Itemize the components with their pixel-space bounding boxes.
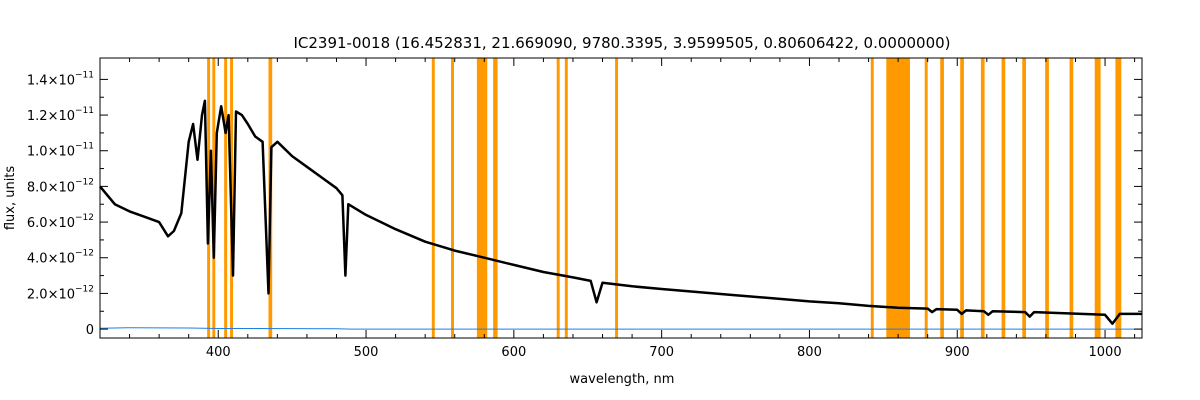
masked-region — [1094, 58, 1101, 338]
masked-region — [1115, 58, 1122, 338]
x-tick-label: 400 — [206, 345, 231, 360]
masked-region — [1045, 58, 1049, 338]
masked-region — [451, 58, 454, 338]
masked-region — [1069, 58, 1074, 338]
y-tick-label: 0 — [86, 323, 94, 338]
masked-region — [1001, 58, 1006, 338]
y-tick-label: 8.0×10−12 — [27, 177, 94, 195]
x-tick-label: 700 — [649, 345, 674, 360]
x-tick-label: 600 — [501, 345, 526, 360]
y-tick-label: 4.0×10−12 — [27, 249, 94, 267]
y-tick-label: 1.0×10−11 — [27, 142, 94, 160]
masked-region — [980, 58, 985, 338]
y-tick-label: 6.0×10−12 — [27, 213, 94, 231]
masked-region — [564, 58, 568, 338]
masked-region — [924, 58, 928, 338]
x-tick-label: 800 — [797, 345, 822, 360]
masked-region — [476, 58, 488, 338]
masked-region — [1022, 58, 1026, 338]
x-axis-label: wavelength, nm — [570, 372, 675, 387]
plot-frame — [99, 57, 1143, 339]
series-layer — [99, 99, 1142, 330]
x-tick-label: 900 — [945, 345, 970, 360]
masked-region — [212, 58, 216, 338]
x-tick-label: 500 — [354, 345, 379, 360]
y-tick-label: 1.4×10−11 — [27, 70, 94, 88]
masked-region — [886, 58, 910, 338]
y-tick-label: 1.2×10−11 — [27, 106, 94, 124]
y-tick-label: 2.0×10−12 — [27, 284, 94, 302]
masked-region — [493, 58, 498, 338]
flux-series-line — [99, 99, 1142, 325]
masked-region — [940, 58, 944, 338]
axis-ticks: 400 500 600 700 800 900 1000 0 2.0×10−12 4.0×10−1… — [27, 58, 1142, 360]
masked-region — [615, 58, 619, 338]
masked-region — [224, 58, 228, 338]
masked-region — [556, 58, 560, 338]
x-tick-label: 1000 — [1089, 345, 1122, 360]
masked-region — [870, 58, 874, 338]
y-axis-label: flux, units — [3, 166, 18, 231]
chart-title: IC2391-0018 (16.452831, 21.669090, 9780.… — [293, 34, 950, 52]
masked-regions — [207, 58, 1122, 338]
error-series-line — [99, 327, 1142, 330]
masked-region — [431, 58, 435, 338]
masked-region — [960, 58, 964, 338]
